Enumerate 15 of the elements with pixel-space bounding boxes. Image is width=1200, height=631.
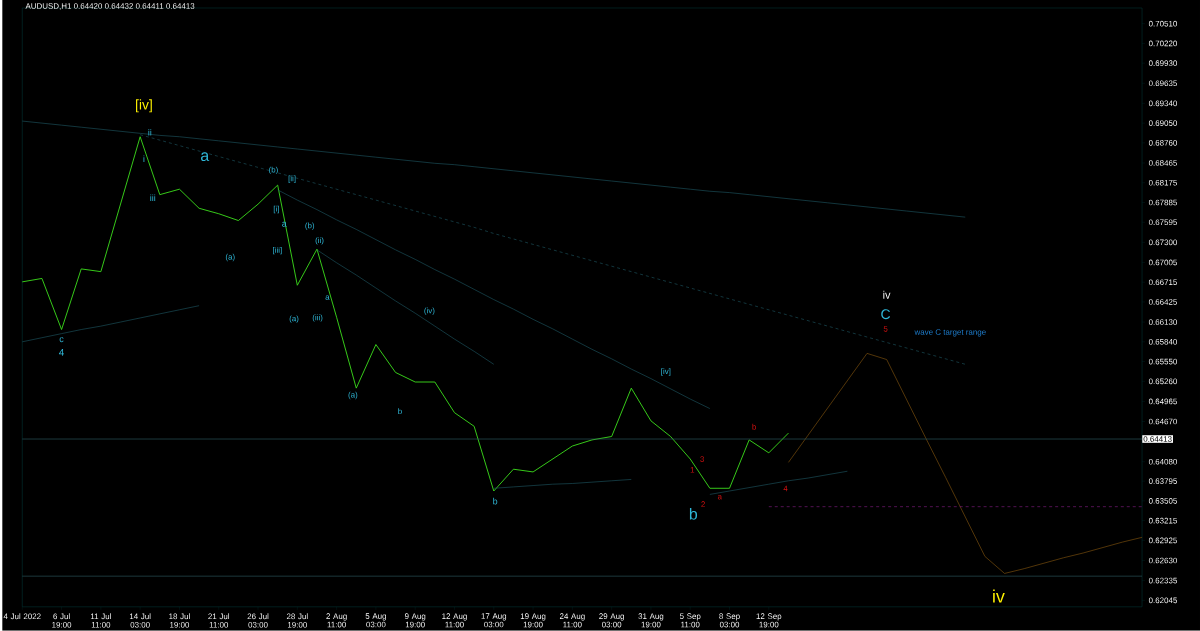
annotation: i	[143, 155, 145, 162]
annotation: iv	[883, 290, 891, 299]
line-series	[493, 479, 632, 489]
annotation: a	[201, 152, 210, 162]
annotation: [iv]	[136, 99, 152, 113]
annotation: C	[881, 309, 891, 320]
annotation: a	[282, 221, 287, 227]
line-series	[21, 305, 200, 343]
annotation: 4	[58, 349, 64, 356]
annotation: ii	[148, 129, 152, 136]
annotation: iii	[150, 194, 156, 202]
annotation: b	[689, 508, 698, 520]
annotation: b	[493, 497, 498, 505]
annotation: iv	[993, 589, 1005, 603]
annotation: c	[59, 337, 64, 343]
